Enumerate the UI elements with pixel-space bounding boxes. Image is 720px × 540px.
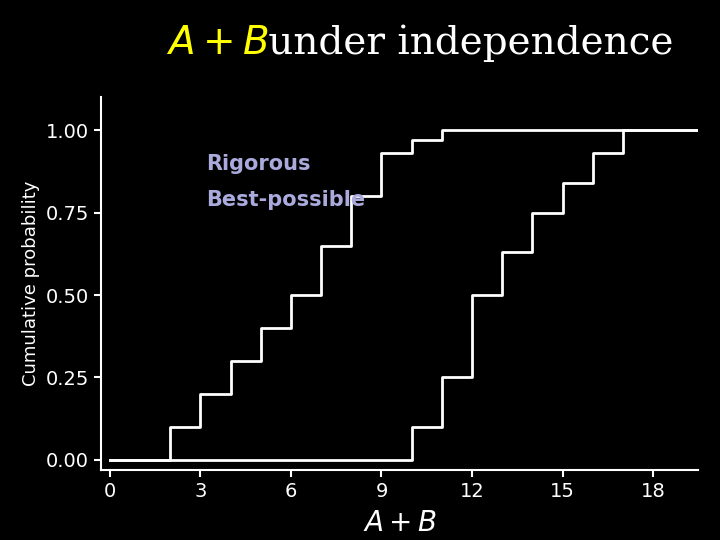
Text: Best-possible: Best-possible [207,190,366,210]
Text: $\mathit{A+B}$: $\mathit{A+B}$ [166,25,269,62]
Y-axis label: Cumulative probability: Cumulative probability [22,181,40,386]
X-axis label: $\mathit{A+B}$: $\mathit{A+B}$ [363,509,436,537]
Text: Rigorous: Rigorous [207,154,311,174]
Text: under independence: under independence [256,24,673,62]
